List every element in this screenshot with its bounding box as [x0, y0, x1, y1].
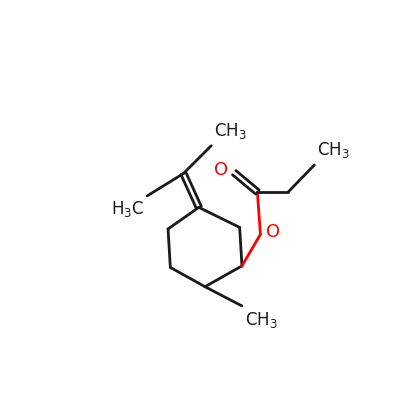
Text: CH$_3$: CH$_3$ [245, 310, 278, 330]
Text: O: O [266, 223, 280, 241]
Text: CH$_3$: CH$_3$ [214, 121, 247, 141]
Text: CH$_3$: CH$_3$ [318, 140, 350, 160]
Text: O: O [214, 162, 228, 180]
Text: H$_3$C: H$_3$C [111, 199, 144, 219]
